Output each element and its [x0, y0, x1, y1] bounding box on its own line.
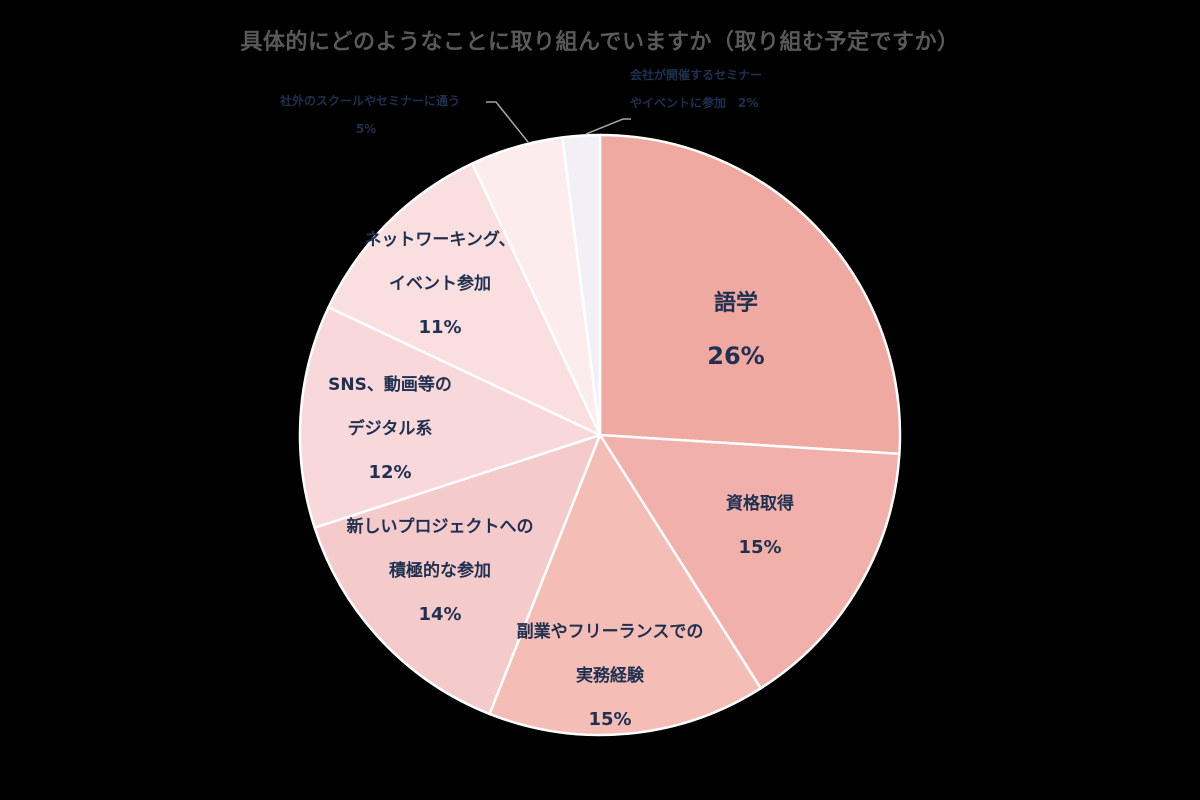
label-networking-line2: イベント参加	[389, 274, 491, 294]
label-certification-pct: 15%	[738, 537, 782, 558]
label-side-job-pct: 15%	[588, 709, 632, 730]
leader-line-external-school	[486, 101, 529, 143]
label-sns-line2: デジタル系	[347, 419, 433, 439]
label-networking: ネットワーキング、 イベント参加 11%	[330, 218, 550, 350]
slice-sns	[298, 306, 602, 529]
label-external-school: 社外のスクールやセミナーに通う 5%	[250, 87, 490, 143]
label-external-school-pct: 5%	[355, 122, 377, 136]
label-new-project-pct: 14%	[418, 604, 462, 625]
label-language-pct: 26%	[707, 342, 765, 370]
label-company-seminar-line1: 会社が開催するセミナー	[630, 68, 763, 82]
label-external-school-name: 社外のスクールやセミナーに通う	[279, 94, 460, 108]
label-company-seminar-line2: やイベントに参加 2%	[630, 96, 759, 110]
label-certification-name: 資格取得	[726, 494, 794, 514]
label-networking-pct: 11%	[418, 317, 462, 338]
label-language-name: 語学	[713, 291, 758, 316]
slice-certification	[598, 433, 901, 690]
chart-title: 具体的にどのようなことに取り組んでいますか（取り組む予定ですか）	[240, 30, 960, 55]
label-company-seminar: 会社が開催するセミナー やイベントに参加 2%	[630, 61, 780, 117]
slice-company-seminar	[561, 133, 602, 437]
label-new-project-line1: 新しいプロジェクトへの	[346, 517, 534, 537]
label-certification: 資格取得 15%	[700, 482, 820, 570]
slice-language	[598, 133, 902, 456]
label-new-project-line2: 積極的な参加	[389, 561, 491, 581]
label-networking-line1: ネットワーキング、	[364, 230, 516, 250]
slice-networking	[327, 162, 602, 437]
label-sns-line1: SNS、動画等の	[328, 375, 452, 395]
label-side-job: 副業やフリーランスでの 実務経験 15%	[470, 610, 750, 742]
label-sns: SNS、動画等の デジタル系 12%	[300, 363, 480, 495]
label-language: 語学 26%	[676, 277, 796, 383]
label-side-job-line2: 実務経験	[576, 666, 644, 686]
label-side-job-line1: 副業やフリーランスでの	[516, 622, 704, 642]
label-sns-pct: 12%	[368, 462, 412, 483]
leader-line-company-seminar	[585, 118, 631, 135]
label-new-project: 新しいプロジェクトへの 積極的な参加 14%	[290, 505, 590, 637]
slice-side-job	[488, 433, 762, 737]
